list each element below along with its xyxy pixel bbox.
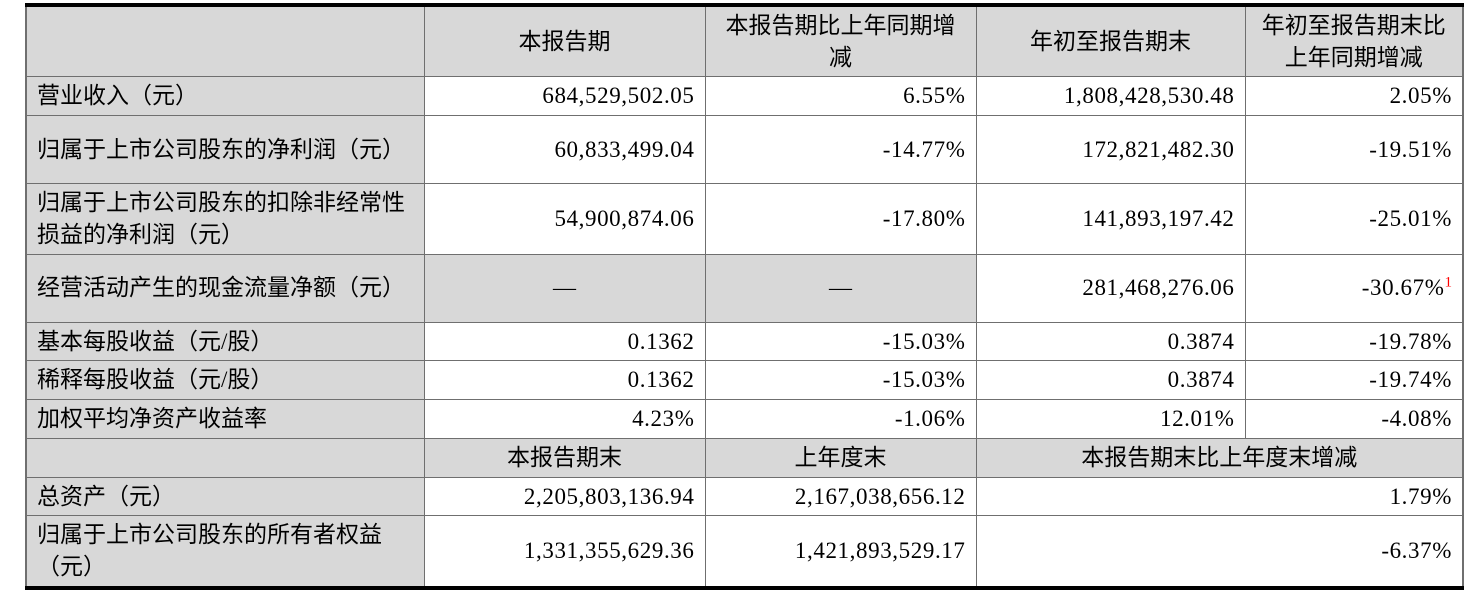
cell-current-period-end: 2,205,803,136.94: [423, 476, 706, 517]
cell-prior-year-end: 2,167,038,656.12: [704, 476, 977, 517]
cell-change-vs-prior-year-end: -6.37%: [975, 515, 1464, 589]
row-label: 基本每股收益（元/股）: [25, 321, 425, 362]
cell-ytd-yoy: -19.74%: [1244, 360, 1464, 401]
subheader-cell-prior-year-end: 上年度末: [704, 437, 977, 478]
subheader-cell-blank: [25, 437, 425, 478]
cell-current-period-yoy: -15.03%: [704, 321, 977, 362]
cell-current-period: 54,900,874.06: [423, 183, 706, 255]
row-label: 总资产（元）: [25, 476, 425, 517]
row-label: 归属于上市公司股东的所有者权益（元）: [25, 515, 425, 589]
row-label: 归属于上市公司股东的净利润（元）: [25, 115, 425, 185]
cell-ytd-yoy: -4.08%: [1244, 399, 1464, 439]
cell-current-period-yoy: -1.06%: [704, 399, 977, 439]
cell-ytd: 0.3874: [975, 321, 1246, 362]
row-label: 稀释每股收益（元/股）: [25, 360, 425, 401]
cell-ytd-yoy: 2.05%: [1244, 76, 1464, 117]
cell-current-period-yoy: -15.03%: [704, 360, 977, 401]
table-row-net-profit: 归属于上市公司股东的净利润（元） 60,833,499.04 -14.77% 1…: [25, 115, 1464, 185]
cell-current-period: 0.1362: [423, 321, 706, 362]
cell-current-period: 60,833,499.04: [423, 115, 706, 185]
header-cell-current-period-yoy: 本报告期比上年同期增减: [704, 4, 977, 78]
cell-ytd: 172,821,482.30: [975, 115, 1246, 185]
table-row-total-assets: 总资产（元） 2,205,803,136.94 2,167,038,656.12…: [25, 476, 1464, 517]
cell-ytd: 281,468,276.06: [975, 253, 1246, 323]
row-label: 归属于上市公司股东的扣除非经常性损益的净利润（元）: [25, 183, 425, 255]
cell-current-period-yoy: 6.55%: [704, 76, 977, 117]
header-cell-blank: [25, 4, 425, 78]
period-end-header-row: 本报告期末 上年度末 本报告期末比上年度末增减: [25, 437, 1464, 478]
cell-current-period-yoy: -17.80%: [704, 183, 977, 255]
cell-current-period: 684,529,502.05: [423, 76, 706, 117]
cell-ytd: 12.01%: [975, 399, 1246, 439]
cell-ytd-yoy: -30.67%1: [1244, 253, 1464, 323]
cell-current-period: 0.1362: [423, 360, 706, 401]
cell-ytd-yoy: -25.01%: [1244, 183, 1464, 255]
cell-change-vs-prior-year-end: 1.79%: [975, 476, 1464, 517]
footnote-marker: 1: [1444, 274, 1453, 291]
cell-current-period: 4.23%: [423, 399, 706, 439]
cell-current-period-na: —: [423, 253, 706, 323]
cell-ytd-yoy-value: -30.67%: [1361, 275, 1445, 301]
table-row-revenue: 营业收入（元） 684,529,502.05 6.55% 1,808,428,5…: [25, 76, 1464, 117]
row-label: 加权平均净资产收益率: [25, 399, 425, 439]
table-row-basic-eps: 基本每股收益（元/股） 0.1362 -15.03% 0.3874 -19.78…: [25, 321, 1464, 362]
cell-ytd-yoy: -19.51%: [1244, 115, 1464, 185]
header-cell-ytd-yoy: 年初至报告期末比上年同期增减: [1244, 4, 1464, 78]
header-cell-ytd: 年初至报告期末: [975, 4, 1246, 78]
subheader-cell-change-vs-prior-year-end: 本报告期末比上年度末增减: [975, 437, 1464, 478]
cell-current-period-yoy-na: —: [704, 253, 977, 323]
table-row-net-profit-excl-nonrecurring: 归属于上市公司股东的扣除非经常性损益的净利润（元） 54,900,874.06 …: [25, 183, 1464, 255]
row-label: 营业收入（元）: [25, 76, 425, 117]
cell-prior-year-end: 1,421,893,529.17: [704, 515, 977, 589]
cell-ytd-yoy: -19.78%: [1244, 321, 1464, 362]
table-row-equity-attributable: 归属于上市公司股东的所有者权益（元） 1,331,355,629.36 1,42…: [25, 515, 1464, 589]
cell-ytd: 1,808,428,530.48: [975, 76, 1246, 117]
cell-ytd: 141,893,197.42: [975, 183, 1246, 255]
cell-current-period-yoy: -14.77%: [704, 115, 977, 185]
header-cell-current-period: 本报告期: [423, 4, 706, 78]
cell-ytd: 0.3874: [975, 360, 1246, 401]
subheader-cell-current-period-end: 本报告期末: [423, 437, 706, 478]
header-row: 本报告期 本报告期比上年同期增减 年初至报告期末 年初至报告期末比上年同期增减: [25, 4, 1464, 78]
table-row-operating-cash-flow: 经营活动产生的现金流量净额（元） — — 281,468,276.06 -30.…: [25, 253, 1464, 323]
row-label: 经营活动产生的现金流量净额（元）: [25, 253, 425, 323]
table-row-weighted-avg-roe: 加权平均净资产收益率 4.23% -1.06% 12.01% -4.08%: [25, 399, 1464, 439]
financial-summary: 本报告期 本报告期比上年同期增减 年初至报告期末 年初至报告期末比上年同期增减 …: [25, 3, 1464, 590]
table-row-diluted-eps: 稀释每股收益（元/股） 0.1362 -15.03% 0.3874 -19.74…: [25, 360, 1464, 401]
key-financials-table: 本报告期 本报告期比上年同期增减 年初至报告期末 年初至报告期末比上年同期增减 …: [25, 3, 1464, 590]
cell-current-period-end: 1,331,355,629.36: [423, 515, 706, 589]
